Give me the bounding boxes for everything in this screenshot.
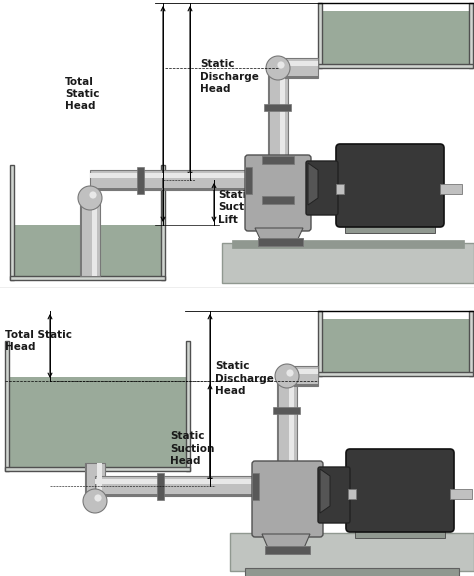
Bar [85, 463, 87, 501]
FancyBboxPatch shape [306, 161, 338, 215]
Polygon shape [255, 228, 303, 241]
Bar [80, 196, 82, 276]
Circle shape [277, 62, 284, 69]
Text: Static
Discharge
Head: Static Discharge Head [200, 59, 259, 94]
Bar [258, 238, 303, 246]
Circle shape [83, 489, 107, 513]
Bar [222, 243, 474, 283]
Circle shape [90, 191, 97, 199]
Bar [318, 311, 322, 376]
Bar [5, 467, 190, 471]
Bar [277, 376, 297, 464]
Bar [318, 372, 473, 376]
Polygon shape [320, 469, 330, 513]
Bar [157, 472, 164, 499]
Bar [450, 489, 472, 499]
Circle shape [94, 494, 101, 502]
Bar [278, 76, 318, 78]
Bar [318, 3, 322, 68]
Bar [318, 64, 473, 68]
Bar [268, 68, 270, 158]
FancyBboxPatch shape [252, 461, 323, 537]
Bar [322, 319, 469, 372]
Bar [265, 546, 310, 554]
Bar [469, 3, 473, 68]
Text: Static
Suction
Lift: Static Suction Lift [218, 190, 263, 225]
Text: Static
Discharge
Head: Static Discharge Head [215, 361, 274, 396]
Circle shape [266, 56, 290, 80]
Bar [90, 170, 250, 190]
Polygon shape [262, 534, 310, 548]
FancyBboxPatch shape [245, 155, 311, 231]
Bar [268, 68, 288, 158]
Bar [287, 369, 318, 373]
Bar [95, 476, 255, 496]
Bar [98, 463, 102, 501]
FancyBboxPatch shape [336, 144, 444, 227]
Bar [137, 166, 144, 194]
Bar [262, 156, 294, 164]
Bar [277, 376, 279, 464]
Bar [161, 165, 165, 280]
Bar [90, 172, 250, 177]
Bar [469, 311, 473, 376]
Bar [348, 489, 356, 499]
FancyBboxPatch shape [346, 449, 454, 532]
Bar [287, 366, 318, 386]
Bar [273, 407, 301, 414]
Bar [355, 524, 445, 538]
Bar [14, 225, 161, 276]
Bar [9, 377, 186, 467]
Bar [95, 479, 255, 483]
FancyBboxPatch shape [318, 467, 350, 523]
Bar [345, 219, 435, 233]
Bar [85, 463, 105, 501]
Bar [230, 533, 474, 571]
Text: Static
Suction
Head: Static Suction Head [170, 431, 214, 466]
Bar [92, 196, 98, 276]
Bar [290, 376, 294, 464]
Bar [252, 472, 259, 499]
Polygon shape [308, 163, 318, 205]
Text: Total
Static
Head: Total Static Head [65, 77, 100, 111]
Bar [440, 184, 462, 194]
Bar [278, 58, 318, 78]
Bar [322, 11, 469, 64]
Bar [95, 494, 255, 496]
Bar [80, 196, 100, 276]
Bar [264, 104, 292, 111]
Circle shape [275, 364, 299, 388]
Bar [10, 276, 165, 280]
Bar [232, 240, 464, 248]
Bar [10, 165, 14, 280]
Bar [90, 188, 250, 190]
Bar [245, 166, 252, 194]
Circle shape [286, 369, 293, 377]
Bar [336, 184, 344, 194]
Circle shape [78, 186, 102, 210]
Bar [5, 341, 9, 471]
Bar [278, 60, 318, 66]
Bar [281, 68, 285, 158]
Bar [287, 384, 318, 386]
Text: Total Static
Head: Total Static Head [5, 330, 72, 352]
Bar [245, 568, 459, 576]
Bar [262, 196, 294, 204]
Bar [186, 341, 190, 471]
